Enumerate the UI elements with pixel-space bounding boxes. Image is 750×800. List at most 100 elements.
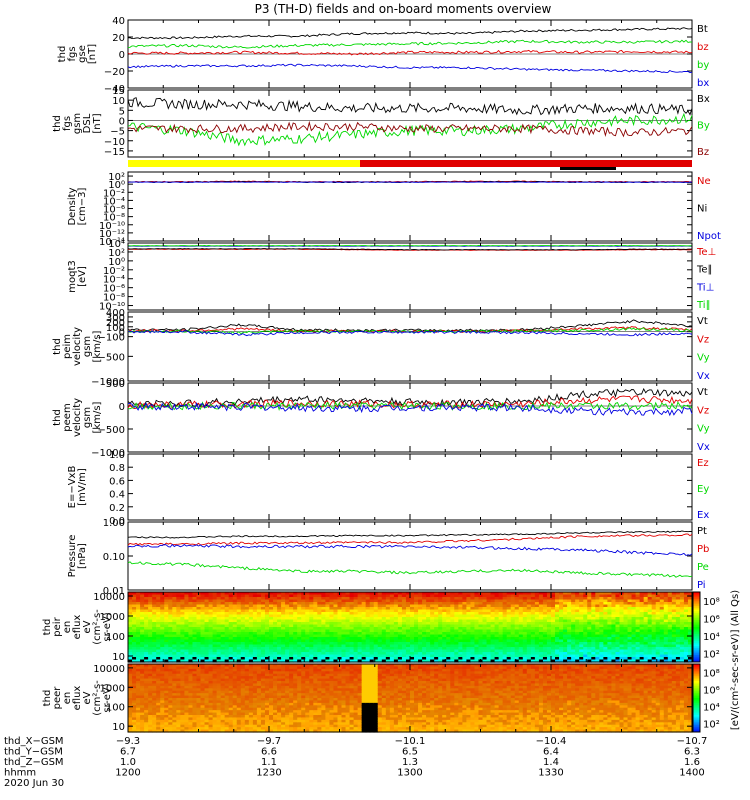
peer_eflux-cell bbox=[152, 695, 157, 699]
peir_eflux-cell bbox=[341, 642, 347, 646]
peir_eflux-cell bbox=[530, 604, 536, 608]
peir_eflux-cell bbox=[337, 609, 343, 613]
peir_eflux-cell bbox=[603, 622, 608, 626]
peir_eflux-cell bbox=[518, 629, 524, 633]
peir_eflux-cell bbox=[136, 627, 141, 631]
peir_eflux-cell bbox=[144, 592, 149, 596]
peir_eflux-cell bbox=[321, 629, 326, 633]
peir_eflux-cell bbox=[442, 592, 447, 596]
peir_eflux-cell bbox=[514, 604, 520, 608]
peir_eflux-cell bbox=[397, 629, 403, 633]
peir_eflux-cell bbox=[164, 592, 169, 596]
peir_eflux-cell bbox=[454, 629, 459, 633]
peir_eflux-cell bbox=[567, 622, 572, 626]
peer_eflux-cell bbox=[164, 719, 169, 723]
peir_eflux-cell bbox=[667, 594, 673, 598]
peir_eflux-cell bbox=[397, 657, 403, 661]
peir_eflux-cell bbox=[494, 622, 500, 626]
peir_eflux-cell bbox=[591, 624, 596, 628]
peir_eflux-cell bbox=[414, 632, 419, 636]
peer_eflux-cell bbox=[140, 678, 145, 682]
peir_eflux-cell bbox=[430, 634, 435, 638]
peir_eflux-cell bbox=[224, 594, 230, 598]
peir_eflux-cell bbox=[345, 599, 351, 603]
peer_eflux-cell bbox=[168, 681, 173, 685]
peir_eflux-cell bbox=[357, 647, 363, 651]
peir_eflux-cell bbox=[140, 594, 145, 598]
peir_eflux-cell bbox=[136, 647, 141, 651]
peir_eflux-cell bbox=[663, 607, 669, 611]
peir_eflux-cell bbox=[269, 647, 274, 651]
peer_eflux-cell bbox=[184, 693, 190, 697]
peir_eflux-cell bbox=[478, 634, 484, 638]
peir_eflux-cell bbox=[426, 612, 431, 616]
peir_eflux-cell bbox=[482, 634, 488, 638]
peir_eflux-cell bbox=[152, 602, 157, 606]
peir_eflux-cell bbox=[164, 634, 169, 638]
peir_eflux-cell bbox=[474, 604, 480, 608]
peir_eflux-cell bbox=[599, 592, 604, 596]
peir_eflux-cell bbox=[168, 627, 173, 631]
peer_eflux-cell bbox=[180, 712, 185, 716]
peer_eflux-cell bbox=[164, 727, 169, 731]
peir_eflux-cell bbox=[333, 609, 339, 613]
peir_eflux-cell bbox=[252, 597, 258, 601]
peir_eflux-cell bbox=[659, 642, 665, 646]
peir_eflux-cell bbox=[482, 602, 488, 606]
peer_eflux-cell bbox=[128, 719, 133, 723]
peir_eflux-cell bbox=[675, 642, 681, 646]
peir_eflux-cell bbox=[498, 607, 504, 611]
peir_eflux-cell bbox=[414, 599, 419, 603]
peir_eflux-cell bbox=[595, 602, 600, 606]
peir_eflux-cell bbox=[615, 634, 621, 638]
peer_eflux-cell bbox=[136, 685, 141, 689]
peir_eflux-cell bbox=[615, 619, 621, 623]
peir_eflux-cell bbox=[675, 594, 681, 598]
peir_eflux-cell bbox=[418, 597, 423, 601]
peir_eflux-cell bbox=[264, 629, 270, 633]
peir_eflux-cell bbox=[643, 594, 649, 598]
peir_eflux-cell bbox=[285, 652, 290, 656]
peir_eflux-cell bbox=[369, 604, 375, 608]
peir_eflux-cell bbox=[490, 619, 496, 623]
peir_eflux-cell bbox=[478, 609, 484, 613]
peim_velocity-ytick-label: −500 bbox=[98, 352, 125, 363]
peir_eflux-cell bbox=[623, 599, 629, 603]
peir_eflux-cell bbox=[663, 619, 669, 623]
peer_eflux-cell bbox=[164, 710, 169, 714]
peer_eflux-cell bbox=[168, 673, 173, 677]
peir_eflux-cell bbox=[393, 597, 399, 601]
peir_eflux-cell bbox=[252, 592, 258, 596]
peir_eflux-cell bbox=[583, 627, 588, 631]
peir_eflux-cell bbox=[490, 642, 496, 646]
peir_eflux-cell bbox=[514, 617, 520, 621]
peir_eflux-cell bbox=[627, 592, 633, 596]
peir_eflux-cell bbox=[458, 612, 463, 616]
peir_eflux-cell bbox=[615, 629, 621, 633]
peir_eflux-cell bbox=[152, 622, 157, 626]
peir_eflux-cell bbox=[240, 604, 246, 608]
peir_eflux-cell bbox=[357, 634, 363, 638]
peer_eflux-cell bbox=[180, 685, 185, 689]
peir_eflux-cell bbox=[446, 624, 451, 628]
peir_eflux-cell bbox=[683, 604, 689, 608]
peir_eflux-cell bbox=[530, 639, 536, 643]
peir_eflux-cell bbox=[655, 649, 661, 653]
peir_eflux-cell bbox=[575, 627, 580, 631]
peir_eflux-cell bbox=[567, 614, 572, 618]
peir_eflux-cell bbox=[687, 629, 693, 633]
peir_eflux-cell bbox=[188, 639, 194, 643]
peir_eflux-cell bbox=[204, 624, 210, 628]
peir_eflux-cell bbox=[212, 609, 218, 613]
peir_eflux-cell bbox=[671, 649, 677, 653]
peir_eflux-cell bbox=[188, 617, 194, 621]
peir_eflux-cell bbox=[329, 652, 335, 656]
peir_eflux-cell bbox=[337, 637, 343, 641]
peir_eflux-cell bbox=[321, 657, 326, 661]
peir_eflux-cell bbox=[405, 657, 411, 661]
peir_eflux-cell bbox=[474, 614, 480, 618]
peir_eflux-cell bbox=[442, 657, 447, 661]
peem_velocity-ytick-label: 500 bbox=[106, 379, 125, 390]
peir_eflux-cell bbox=[184, 607, 190, 611]
peir_eflux-cell bbox=[538, 609, 544, 613]
